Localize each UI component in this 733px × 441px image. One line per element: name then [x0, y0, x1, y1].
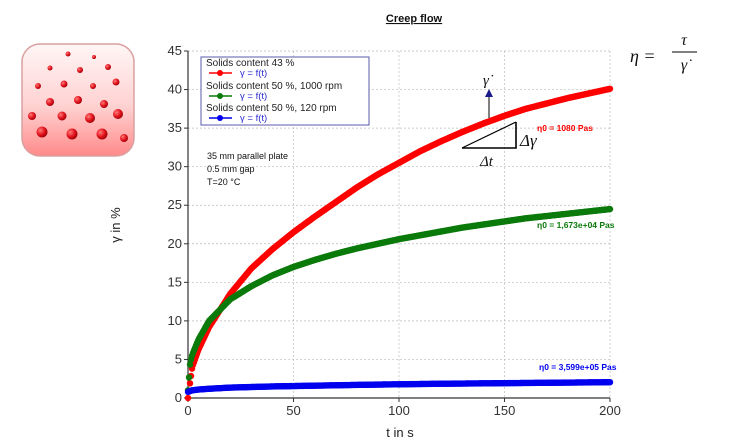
x-tick-label: 0 [184, 403, 191, 418]
legend-entry-1-marker [217, 70, 223, 76]
note-geometry: 35 mm parallel plate [207, 151, 288, 161]
bubbles-icon [21, 43, 135, 157]
series-2-point [606, 205, 614, 213]
slope-rate-label: γ̇ [483, 73, 494, 89]
y-tick-label: 45 [168, 43, 182, 58]
x-tick-label: 100 [388, 403, 410, 418]
legend: Solids content 43 % γ = f(t) Solids cont… [200, 56, 370, 126]
series-2-point [186, 361, 194, 368]
annotation-green: η0 = 1,673e+04 Pas [537, 220, 615, 230]
y-tick-label: 35 [168, 120, 182, 135]
x-tick-label: 150 [494, 403, 516, 418]
series-2-point [185, 374, 193, 381]
series-3-point [606, 378, 614, 386]
series-1-point [184, 394, 192, 402]
y-tick-label: 5 [175, 351, 182, 366]
y-axis-label: γ in % [108, 207, 123, 243]
y-tick-label: 20 [168, 236, 182, 251]
legend-entry-3-label: γ = f(t) [240, 113, 267, 124]
viscosity-formula: η = τ γ̇ [630, 32, 697, 74]
legend-entry-2-name: Solids content 50 %, 1000 rpm [206, 81, 342, 92]
x-axis-label: t in s [386, 425, 414, 440]
y-tick-label: 0 [175, 390, 182, 405]
x-tick-labels: 0 50 100 150 200 [184, 403, 620, 418]
note-gap: 0.5 mm gap [207, 164, 255, 174]
slope-dgamma-label: Δγ [519, 131, 538, 150]
x-tick-label: 50 [286, 403, 300, 418]
legend-entry-3-name: Solids content 50 %, 120 rpm [206, 103, 337, 114]
y-tick-label: 40 [168, 82, 182, 97]
legend-entry-2-label: γ = f(t) [240, 91, 267, 102]
y-tick-label: 10 [168, 313, 182, 328]
chart-title: Creep flow [386, 13, 443, 25]
annotation-red: η0 = 1080 Pas [537, 123, 593, 133]
formula-numerator: τ [681, 32, 688, 49]
annotation-blue: η0 = 3,599e+05 Pas [539, 362, 617, 372]
axes [184, 50, 611, 402]
data-series [184, 85, 614, 402]
series-1-point [186, 380, 194, 387]
note-temperature: T=20 °C [207, 177, 241, 187]
legend-entry-1-name: Solids content 43 % [206, 58, 294, 69]
y-tick-label: 30 [168, 159, 182, 174]
legend-entry-3-marker [217, 115, 223, 121]
x-tick-label: 200 [599, 403, 621, 418]
legend-box [200, 56, 370, 126]
legend-entry-1-label: γ = f(t) [240, 68, 267, 79]
series-3 [184, 378, 614, 396]
formula-lhs: η = [630, 46, 656, 66]
y-tick-label: 25 [168, 197, 182, 212]
formula-denominator: γ̇ [681, 57, 692, 74]
y-tick-label: 15 [168, 274, 182, 289]
legend-entry-2-marker [217, 93, 223, 99]
series-1-point [606, 85, 614, 92]
y-tick-labels: 0 5 10 15 20 25 30 35 40 45 [168, 43, 182, 405]
series-2 [184, 205, 614, 394]
slope-dt-label: Δt [479, 154, 494, 170]
slope-triangle: γ̇ Δγ Δt [461, 73, 538, 170]
